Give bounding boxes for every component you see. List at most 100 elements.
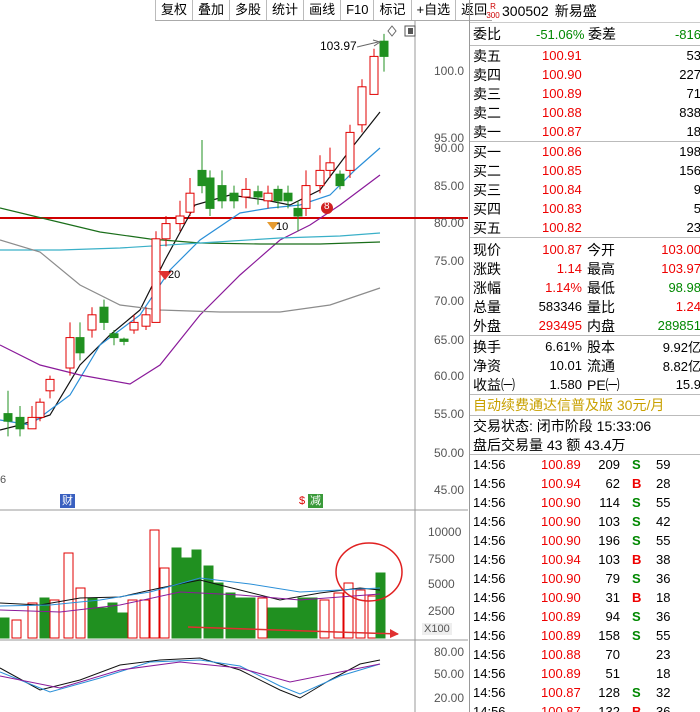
tick-count: 38 [656, 552, 671, 567]
tick-price: 100.89 [541, 457, 581, 472]
toolbar-restore-rights-button[interactable]: 复权 [155, 0, 192, 20]
price-tick: 70.00 [434, 294, 465, 308]
tick-count: 28 [656, 476, 671, 491]
sell-row[interactable]: 卖四 100.90 227 [470, 65, 700, 84]
quote-value: 103.97 [661, 261, 700, 276]
indicator-axis: 80.00 50.00 20.00 [434, 640, 468, 712]
tick-volume: 79 [605, 571, 620, 586]
buy-row[interactable]: 买二 100.85 156 [470, 161, 700, 180]
tick-volume: 62 [605, 476, 620, 491]
price-tick: 85.00 [434, 179, 465, 193]
candle-body [197, 169, 207, 187]
tick-time: 14:56 [473, 571, 506, 586]
tick-price: 100.90 [541, 533, 581, 548]
volume-bar [319, 599, 330, 639]
price-tick: 75.00 [434, 254, 465, 268]
buy-volume: 156 [679, 163, 700, 178]
volume-unit-label: X100 [422, 623, 452, 635]
quote-label: 最高 [587, 260, 615, 277]
quote-value: 293495 [538, 318, 582, 333]
trade-status: 交易状态: 闭市阶段 15:33:06 [473, 417, 652, 434]
sell-row[interactable]: 卖五 100.91 53 [470, 46, 700, 65]
indicator-line [0, 657, 381, 699]
marker-8-icon [321, 202, 333, 214]
quote-value: 289851 [657, 318, 700, 333]
stock-name: 新易盛 [554, 3, 597, 19]
moving-average-line [0, 207, 381, 245]
tick-time: 14:56 [473, 457, 506, 472]
toolbar-back-button[interactable]: 返回 [455, 0, 492, 20]
tick-row: 14:56 100.94 103 B 38 [470, 550, 700, 569]
tick-price: 100.90 [541, 590, 581, 605]
volume-bar [107, 602, 118, 639]
tick-time: 14:56 [473, 590, 506, 605]
candle-body [217, 185, 227, 202]
tick-price: 100.90 [541, 571, 581, 586]
price-tick: 100.0 [434, 64, 465, 78]
tick-list[interactable]: 14:56 100.89 209 S 59 14:56 100.94 62 B 28 14:56 10… [470, 455, 700, 712]
quote-value: 583346 [538, 299, 582, 314]
order-diff-label: 委差 [588, 26, 616, 42]
tick-side: S [632, 457, 641, 472]
toolbar-overlay-button[interactable]: 叠加 [192, 0, 229, 20]
volume-bar [297, 597, 308, 639]
volume-tick: 5000 [428, 577, 455, 591]
event-dollar-icon[interactable]: $ [299, 495, 306, 507]
sell-row[interactable]: 卖二 100.88 838 [470, 103, 700, 122]
indicator-line [0, 661, 381, 689]
tick-side: S [632, 628, 641, 643]
candle-body [15, 416, 25, 430]
toolbar-mark-button[interactable]: 标记 [373, 0, 410, 20]
tick-side: S [632, 571, 641, 586]
volume-bar [159, 567, 170, 639]
tick-count: 23 [656, 647, 671, 662]
volume-bar [117, 612, 128, 639]
volume-bar [149, 529, 160, 639]
buy-row[interactable]: 买三 100.84 9 [470, 180, 700, 199]
diamond-icon [387, 25, 397, 37]
event-reduce-icon[interactable]: 减 [308, 494, 323, 508]
tick-count: 36 [656, 609, 671, 624]
quote-label: 量比 [587, 298, 615, 315]
chart-toolbar: 复权 叠加 多股 统计 画线 F10 标记 +自选 返回 [155, 0, 493, 21]
sell-price: 100.91 [542, 48, 582, 63]
buy-price: 100.83 [542, 201, 582, 216]
tick-volume: 103 [598, 552, 620, 567]
toolbar-draw-line-button[interactable]: 画线 [303, 0, 340, 20]
volume-bar [97, 607, 108, 639]
toolbar-f10-button[interactable]: F10 [340, 0, 373, 20]
after-hours-volume: 盘后交易量 43 额 43.4万 [470, 435, 700, 455]
tick-side: S [632, 533, 641, 548]
sell-row[interactable]: 卖一 100.87 18 [470, 122, 700, 141]
tick-price: 100.87 [541, 685, 581, 700]
event-finance-icon[interactable]: 财 [60, 494, 75, 508]
volume-bar [277, 607, 288, 639]
tick-row: 14:56 100.89 51 18 [470, 664, 700, 683]
buy-row[interactable]: 买一 100.86 198 [470, 142, 700, 161]
toolbar-statistics-button[interactable]: 统计 [266, 0, 303, 20]
subscription-ad-link[interactable]: 自动续费通达信普及版 30元/月 [470, 394, 700, 416]
tick-time: 14:56 [473, 552, 506, 567]
toolbar-add-watchlist-button[interactable]: +自选 [410, 0, 456, 20]
buy-orders: 买一 100.86 198 买二 100.85 156 买三 100.84 9 买四 100.… [470, 141, 700, 237]
candle-body [263, 192, 273, 202]
tick-row: 14:56 100.89 209 S 59 [470, 455, 700, 474]
candle-body [175, 215, 185, 225]
badge-bottom: 300 [486, 11, 500, 20]
volume-bar [191, 549, 202, 639]
order-ratio-value: -51.06% [536, 26, 585, 42]
candle-body [35, 401, 45, 418]
sell-row[interactable]: 卖三 100.89 71 [470, 84, 700, 103]
tick-volume: 196 [598, 533, 620, 548]
candle-body [379, 40, 389, 57]
kline-chart[interactable] [0, 0, 468, 712]
price-tick: 55.00 [434, 407, 465, 421]
buy-row[interactable]: 买四 100.83 5 [470, 199, 700, 218]
volume-bar [11, 619, 22, 639]
buy-row[interactable]: 买五 100.82 23 [470, 218, 700, 237]
kline-chart-area[interactable]: 复权 叠加 多股 统计 画线 F10 标记 +自选 返回 103.97 100.… [0, 0, 493, 712]
toolbar-multi-stock-button[interactable]: 多股 [229, 0, 266, 20]
fund-label: 流通 [587, 357, 615, 374]
fund-value: 1.580 [549, 377, 582, 392]
stock-code: 300502 [502, 3, 549, 19]
